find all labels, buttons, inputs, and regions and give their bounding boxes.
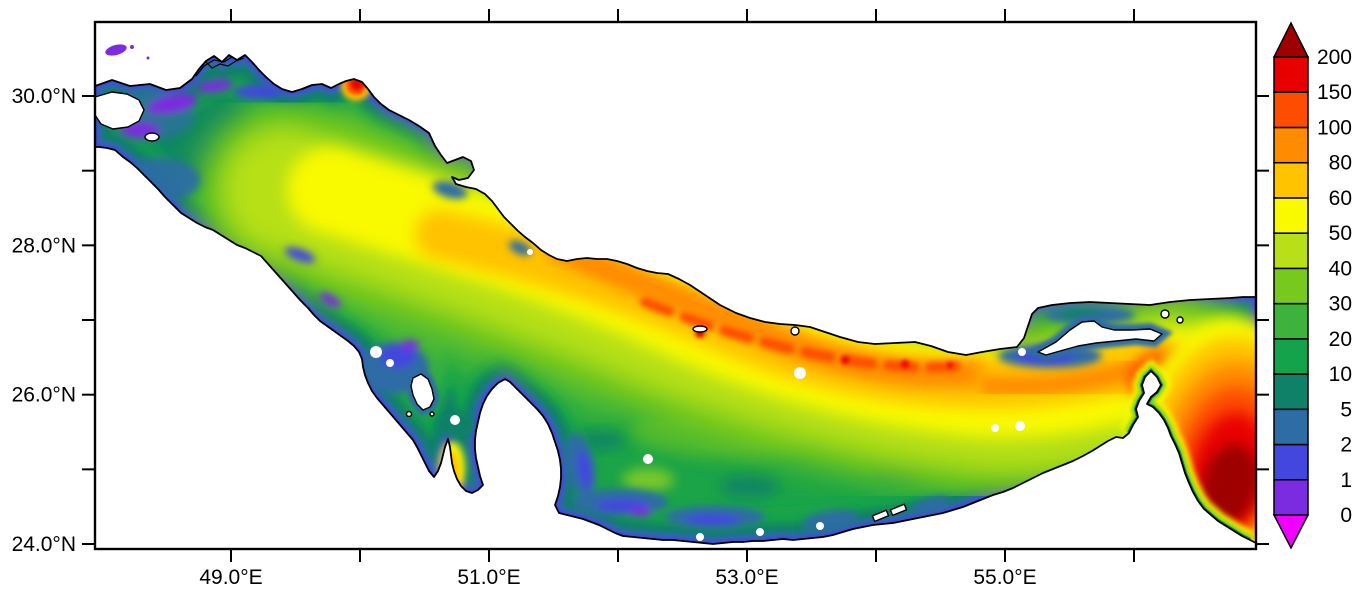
colorbar-segment <box>1273 479 1309 516</box>
island-mid-gulf <box>790 326 800 336</box>
plot-frame <box>93 20 1258 551</box>
colorbar-tick-label: 100 <box>1317 116 1352 139</box>
colorbar-tick-label: 50 <box>1329 222 1352 245</box>
colorbar-tick-label: 20 <box>1329 328 1352 351</box>
colorbar-tick-label: 40 <box>1329 257 1352 280</box>
x-tick-label: 55.0°E <box>973 566 1036 589</box>
colorbar-segment <box>1273 408 1309 446</box>
x-axis: 49.0°E 51.0°E 53.0°E 55.0°E <box>199 9 1135 589</box>
colorbar-segment <box>1273 161 1309 199</box>
y-axis: 30.0°N 28.0°N 26.0°N 24.0°N <box>12 85 1269 556</box>
colorbar-tick-label: 2 <box>1340 434 1352 457</box>
island-mid-gulf <box>692 325 708 333</box>
island-strait <box>1176 316 1184 324</box>
colorbar-segment <box>1273 56 1309 93</box>
colorbar-segment <box>1273 373 1309 411</box>
y-tick-label: 26.0°N <box>12 384 76 407</box>
colorbar-tick-label: 1 <box>1340 469 1352 492</box>
y-tick-label: 30.0°N <box>12 85 76 108</box>
colorbar: 0 1 2 5 10 20 30 40 50 60 80 100 150 200 <box>1272 21 1352 550</box>
colorbar-segment <box>1273 126 1309 164</box>
islands <box>94 91 1184 523</box>
colorbar-tick-label: 60 <box>1329 187 1352 210</box>
colorbar-segment <box>1273 302 1309 340</box>
y-tick-label: 24.0°N <box>12 533 76 556</box>
x-tick-label: 53.0°E <box>715 566 778 589</box>
inland-lake <box>105 44 150 60</box>
colorbar-tick-label: 5 <box>1340 398 1352 421</box>
y-tick-label: 28.0°N <box>12 234 76 257</box>
colorbar-tick-label: 10 <box>1329 363 1352 386</box>
island-strait <box>1160 309 1170 319</box>
island-northwest <box>94 91 145 130</box>
island-small <box>144 132 160 142</box>
colorbar-segment <box>1273 232 1309 270</box>
colorbar-tick-label: 80 <box>1329 152 1352 175</box>
colorbar-segment <box>1273 91 1309 129</box>
colorbar-tick-label: 30 <box>1329 293 1352 316</box>
river-delta-channels <box>195 56 245 77</box>
colorbar-tick-label: 150 <box>1317 81 1352 104</box>
coastline <box>94 54 1257 545</box>
colorbar-segment <box>1273 443 1309 481</box>
colorbar-segment <box>1273 338 1309 375</box>
x-tick-label: 51.0°E <box>457 566 520 589</box>
colorbar-segment <box>1273 197 1309 234</box>
island-bahrain <box>410 373 435 411</box>
colorbar-tick-label: 200 <box>1317 46 1352 69</box>
island-qeshm <box>1037 320 1163 356</box>
colorbar-tick-label: 0 <box>1340 504 1352 527</box>
x-tick-label: 49.0°E <box>199 566 262 589</box>
colorbar-segment <box>1273 267 1309 305</box>
